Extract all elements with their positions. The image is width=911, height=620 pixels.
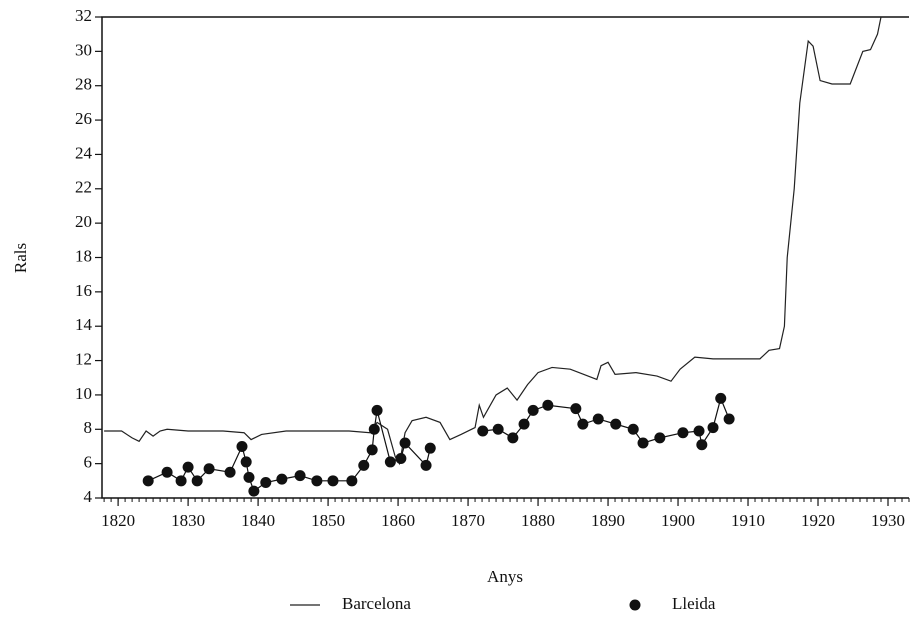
- data-point: [182, 461, 194, 473]
- x-tick-label: 1870: [451, 511, 485, 530]
- data-point: [236, 440, 248, 452]
- x-tick-label: 1830: [171, 511, 205, 530]
- data-point: [693, 425, 705, 437]
- data-point: [203, 463, 215, 475]
- data-point: [420, 459, 432, 471]
- x-axis-label: Anys: [487, 567, 523, 586]
- data-point: [677, 427, 689, 439]
- data-point: [424, 442, 436, 454]
- data-point: [627, 423, 639, 435]
- x-tick-label: 1900: [661, 511, 695, 530]
- x-tick-label: 1860: [381, 511, 415, 530]
- data-point: [161, 466, 173, 478]
- x-tick-label: 1930: [871, 511, 905, 530]
- y-tick-label: 18: [75, 246, 92, 265]
- x-tick-label: 1880: [521, 511, 555, 530]
- y-tick-label: 4: [84, 487, 93, 506]
- data-point: [707, 422, 719, 434]
- y-tick-label: 20: [75, 212, 92, 231]
- data-point: [715, 392, 727, 404]
- data-point: [610, 418, 622, 430]
- legend-marker: [629, 599, 641, 611]
- x-tick-label: 1910: [731, 511, 765, 530]
- legend-label: Barcelona: [342, 594, 411, 613]
- data-point: [368, 423, 380, 435]
- y-tick-label: 24: [75, 143, 93, 162]
- plot-frame: [101, 16, 909, 499]
- data-point: [175, 475, 187, 487]
- y-tick-label: 26: [75, 109, 92, 128]
- data-point: [696, 439, 708, 451]
- data-point: [637, 437, 649, 449]
- data-point: [577, 418, 589, 430]
- x-tick-label: 1840: [241, 511, 275, 530]
- data-point: [366, 444, 378, 456]
- data-point: [477, 425, 489, 437]
- data-point: [311, 475, 323, 487]
- data-point: [542, 399, 554, 411]
- data-point: [294, 470, 306, 482]
- data-point: [371, 404, 383, 416]
- data-point: [507, 432, 519, 444]
- data-point: [276, 473, 288, 485]
- data-point: [248, 485, 260, 497]
- data-point: [142, 475, 154, 487]
- data-point: [384, 456, 396, 468]
- data-point: [395, 452, 407, 464]
- y-tick-label: 28: [75, 75, 92, 94]
- data-point: [260, 477, 272, 489]
- series-line: [104, 16, 882, 466]
- y-tick-label: 8: [84, 418, 93, 437]
- x-tick-label: 1850: [311, 511, 345, 530]
- data-point: [191, 475, 203, 487]
- data-point: [592, 413, 604, 425]
- legend-label: Lleida: [672, 594, 716, 613]
- data-point: [399, 437, 411, 449]
- data-point: [327, 475, 339, 487]
- y-tick-label: 22: [75, 178, 92, 197]
- data-point: [654, 432, 666, 444]
- y-tick-label: 30: [75, 40, 92, 59]
- data-point: [224, 466, 236, 478]
- x-tick-label: 1920: [801, 511, 835, 530]
- y-tick-label: 16: [75, 281, 92, 300]
- data-point: [527, 404, 539, 416]
- data-point: [240, 456, 252, 468]
- y-tick-label: 10: [75, 384, 92, 403]
- y-tick-label: 6: [84, 453, 93, 472]
- y-tick-label: 14: [75, 315, 93, 334]
- y-tick-label: 32: [75, 6, 92, 25]
- y-tick-label: 12: [75, 349, 92, 368]
- data-point: [358, 459, 370, 471]
- data-point: [518, 418, 530, 430]
- x-tick-label: 1890: [591, 511, 625, 530]
- x-tick-label: 1820: [101, 511, 135, 530]
- data-point: [570, 403, 582, 415]
- data-point: [243, 471, 255, 483]
- data-point: [346, 475, 358, 487]
- y-axis-label: Rals: [11, 243, 30, 273]
- data-point: [492, 423, 504, 435]
- data-point: [723, 413, 735, 425]
